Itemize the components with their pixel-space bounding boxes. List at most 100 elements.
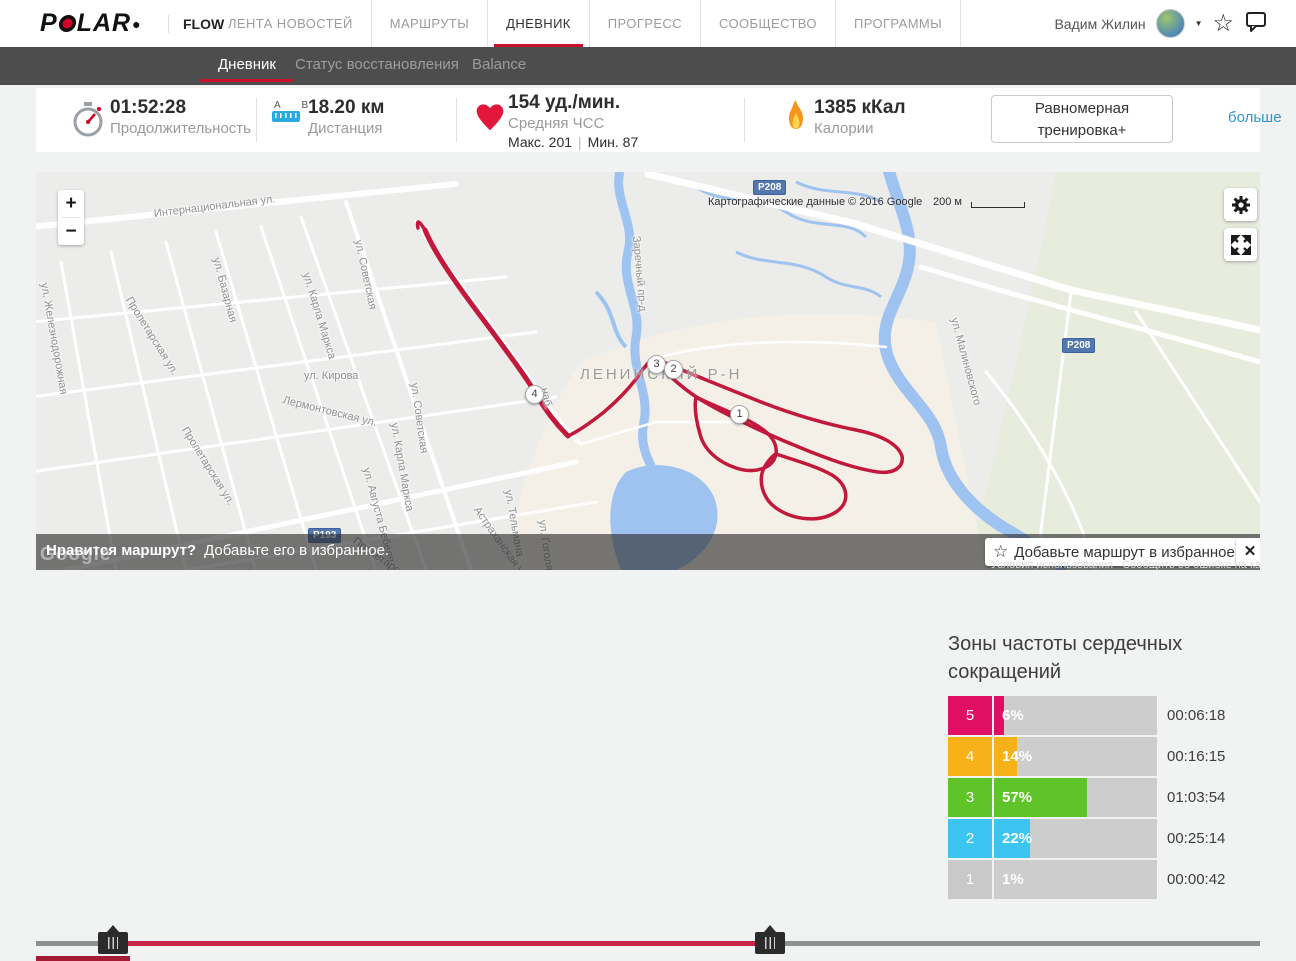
- subnav-item-diary[interactable]: Дневник: [200, 47, 294, 85]
- add-route-favorite-button[interactable]: ☆ Добавьте маршрут в избранное: [985, 538, 1247, 566]
- zone-bar: 1%: [994, 860, 1157, 899]
- zone-time: 00:06:18: [1167, 707, 1226, 724]
- zone-bar: 57%: [994, 778, 1157, 817]
- km-marker: 1: [730, 405, 749, 424]
- km-marker: 4: [525, 385, 544, 404]
- hr-zone-row: 5 6% 00:06:18: [948, 696, 1278, 735]
- subnav-item-recovery[interactable]: Статус восстановления: [295, 56, 459, 73]
- distance-ruler-icon: А В: [272, 100, 317, 122]
- distance-value: 18.20 км: [308, 97, 385, 118]
- nav-item-diary[interactable]: ДНЕВНИК: [488, 0, 590, 47]
- overlay-close-button[interactable]: ✕: [1236, 538, 1260, 566]
- heart-icon: [474, 102, 506, 137]
- header-right: Вадим Жилин ▼ ☆: [1054, 0, 1268, 47]
- km-marker: 3: [647, 355, 666, 374]
- zone-bar-fill: [994, 737, 1017, 776]
- flow-label: FLOW: [168, 15, 224, 33]
- hr-zone-row: 3 57% 01:03:54: [948, 778, 1278, 817]
- polar-logo-o-icon: [57, 15, 77, 32]
- route-favorite-overlay: Google Нравится маршрут? Добавьте его в и…: [36, 534, 1260, 570]
- nav-item-community[interactable]: СООБЩЕСТВО: [701, 0, 836, 47]
- zoom-in-button[interactable]: +: [65, 193, 77, 214]
- map-scale-bar: [971, 202, 1025, 208]
- zone-percent: 22%: [1002, 830, 1033, 847]
- map-fullscreen-button[interactable]: [1224, 228, 1257, 261]
- hr-zones-rows: 5 6% 00:06:18 4 14% 00:16:15 3 57% 01:03:54 2 22% 0…: [948, 696, 1278, 901]
- route-map[interactable]: Интернациональная ул. ул. Базарная ул. Сов…: [36, 172, 1260, 570]
- nav-item-programs[interactable]: ПРОГРАММЫ: [836, 0, 962, 47]
- training-benefit-button[interactable]: Равномерная тренировка+: [991, 95, 1173, 143]
- map-scale-label: 200 м: [933, 196, 962, 208]
- road-badge: Р208: [1062, 338, 1096, 353]
- avg-hr-label: Средняя ЧСС: [508, 115, 605, 132]
- zone-percent: 6%: [1002, 707, 1024, 724]
- overlay-prompt: Нравится маршрут? Добавьте его в избранно…: [46, 542, 390, 559]
- zone-bar-fill: [994, 860, 996, 899]
- zone-bar-fill: [994, 778, 1087, 817]
- google-logo: Google: [40, 544, 112, 565]
- road-badge: Р208: [753, 180, 787, 195]
- zone-percent: 1%: [1002, 871, 1024, 888]
- chevron-down-icon[interactable]: ▼: [1194, 19, 1203, 28]
- zone-time: 00:16:15: [1167, 748, 1226, 765]
- zone-bar: 22%: [994, 819, 1157, 858]
- avg-hr-value: 154 уд./мин.: [508, 92, 621, 113]
- zone-bar-fill: [994, 696, 1004, 735]
- training-summary-bar: 01:52:28 Продолжительность А В 18.20 км …: [36, 88, 1282, 152]
- zone-percent: 14%: [1002, 748, 1033, 765]
- map-zoom-control: + −: [58, 190, 84, 245]
- user-name[interactable]: Вадим Жилин: [1054, 15, 1146, 32]
- calories-value: 1385 кКал: [814, 97, 906, 118]
- km-marker: 2: [664, 360, 683, 379]
- hr-zone-row: 1 1% 00:00:42: [948, 860, 1278, 899]
- map-canvas: [36, 172, 1260, 570]
- zone-number: 2: [948, 819, 992, 858]
- zone-time: 00:00:42: [1167, 871, 1226, 888]
- hr-min-max: Макс. 201 | Мин. 87: [508, 134, 639, 150]
- map-settings-button[interactable]: [1224, 188, 1257, 221]
- slider-selected-range[interactable]: [128, 941, 755, 946]
- stopwatch-icon: [70, 100, 106, 145]
- hr-zone-row: 2 22% 00:25:14: [948, 819, 1278, 858]
- zone-time: 00:25:14: [1167, 830, 1226, 847]
- chat-icon[interactable]: [1244, 9, 1268, 38]
- slider-left-handle[interactable]: [98, 925, 128, 954]
- next-section-tab-stub: [36, 956, 130, 961]
- zone-number: 3: [948, 778, 992, 817]
- avatar[interactable]: [1155, 9, 1185, 38]
- map-attribution: Картографические данные © 2016 Google: [708, 196, 923, 208]
- zone-number: 5: [948, 696, 992, 735]
- flame-icon: [784, 99, 808, 138]
- more-link[interactable]: больше: [1228, 109, 1282, 126]
- main-nav: ЛЕНТА НОВОСТЕЙ МАРШРУТЫ ДНЕВНИК ПРОГРЕСС СОО…: [210, 0, 962, 47]
- slider-right-handle[interactable]: [755, 925, 785, 954]
- zone-bar: 14%: [994, 737, 1157, 776]
- zone-number: 1: [948, 860, 992, 899]
- zone-bar-fill: [994, 819, 1030, 858]
- nav-item-feed[interactable]: ЛЕНТА НОВОСТЕЙ: [210, 0, 372, 47]
- map-terms-links[interactable]: Условия использования Сообщить об ошибке…: [991, 559, 1260, 570]
- polar-logo[interactable]: P LAR ●: [40, 9, 142, 37]
- top-header: P LAR ● FLOW ЛЕНТА НОВОСТЕЙ МАРШРУТЫ ДНЕВНИК…: [0, 0, 1296, 47]
- zone-percent: 57%: [1002, 789, 1033, 806]
- nav-item-routes[interactable]: МАРШРУТЫ: [372, 0, 489, 47]
- favorites-star-icon[interactable]: ☆: [1212, 10, 1234, 37]
- calories-label: Калории: [814, 120, 874, 137]
- subnav-item-balance[interactable]: Balance: [472, 56, 527, 73]
- diary-subnav: Дневник Статус восстановления Balance: [0, 47, 1296, 85]
- fullscreen-icon: [1230, 234, 1251, 255]
- gear-icon: [1231, 195, 1250, 214]
- zone-number: 4: [948, 737, 992, 776]
- timeline-slider: [0, 920, 1296, 960]
- duration-label: Продолжительность: [110, 120, 251, 137]
- hr-zone-row: 4 14% 00:16:15: [948, 737, 1278, 776]
- hr-zones-title: Зоны частоты сердечных сокращений: [948, 633, 1183, 683]
- zone-bar: 6%: [994, 696, 1157, 735]
- duration-value: 01:52:28: [110, 97, 187, 118]
- zoom-out-button[interactable]: −: [65, 221, 77, 242]
- distance-label: Дистанция: [308, 120, 383, 137]
- star-icon: ☆: [993, 542, 1009, 561]
- region-label: ЛЕНИНСКИЙ Р-Н: [580, 366, 743, 383]
- nav-item-progress[interactable]: ПРОГРЕСС: [590, 0, 701, 47]
